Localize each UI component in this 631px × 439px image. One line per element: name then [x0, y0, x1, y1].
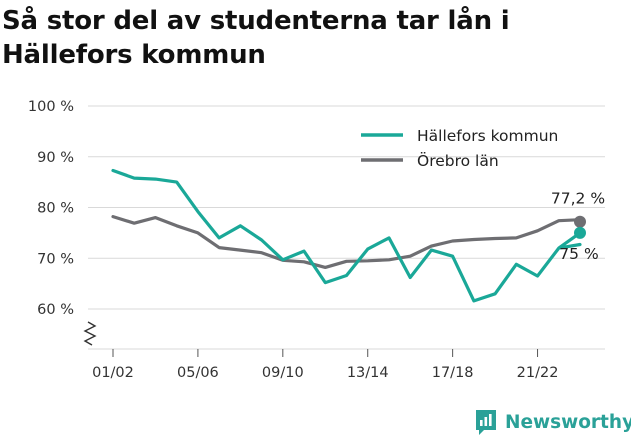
x-tick-label: 13/14	[347, 365, 389, 381]
y-tick-label: 80 %	[37, 201, 74, 217]
end-label-hallefors: 75 %	[559, 245, 598, 263]
x-tick-label: 21/22	[517, 365, 559, 381]
end-labels: 77,2 % 75 %	[551, 190, 605, 263]
end-point-hallefors	[574, 226, 586, 239]
y-axis-ticks: 60 % 70 % 80 % 90 % 100 %	[28, 99, 74, 318]
y-tick-label: 100 %	[28, 99, 74, 115]
legend: Hällefors kommun Örebro län	[361, 127, 558, 170]
end-label-orebro: 77,2 %	[551, 190, 605, 208]
legend-label: Örebro län	[417, 151, 499, 170]
gridlines	[88, 105, 605, 350]
chart-title: Så stor del av studenterna tar lån i Häl…	[2, 6, 510, 70]
x-tick-label: 09/10	[262, 365, 304, 381]
x-tick-label: 01/02	[92, 365, 134, 381]
series-line-orebro	[111, 215, 582, 269]
legend-label: Hällefors kommun	[417, 127, 558, 145]
x-tick-label: 17/18	[432, 365, 474, 381]
axis-break-icon	[83, 321, 97, 346]
y-tick-label: 60 %	[37, 302, 74, 318]
y-tick-label: 70 %	[37, 251, 74, 267]
x-axis-ticks: 01/02 05/06 09/10 13/14 17/18 21/22	[92, 349, 558, 381]
newsworthy-brand: Newsworthy	[474, 407, 631, 437]
x-tick-label: 05/06	[177, 365, 219, 381]
series-line-hallefors	[111, 168, 582, 303]
end-point-orebro	[574, 215, 586, 228]
series-lines	[111, 168, 582, 303]
newsworthy-logo-icon	[476, 410, 496, 435]
brand-name: Newsworthy	[505, 411, 631, 433]
y-tick-label: 90 %	[37, 150, 74, 166]
